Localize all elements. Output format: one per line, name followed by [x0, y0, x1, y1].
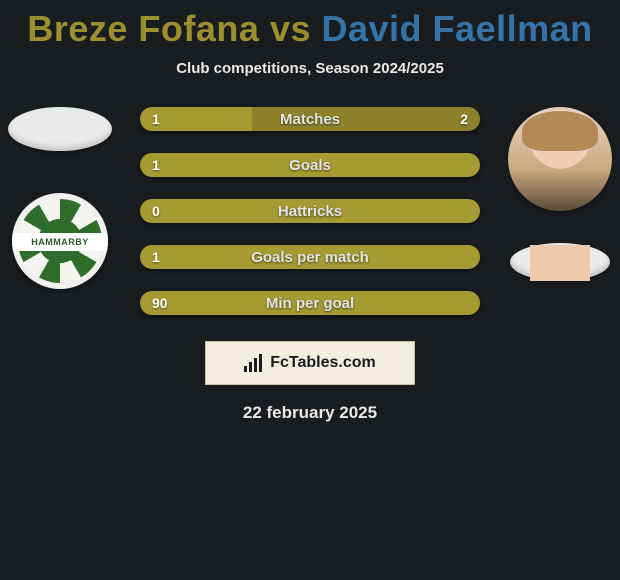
player1-club-crest: HAMMARBY: [12, 193, 108, 289]
player1-avatar-placeholder: [8, 107, 112, 151]
stat-bar: 90Min per goal: [140, 291, 480, 315]
stat-bar: 1Goals per match: [140, 245, 480, 269]
stat-label: Goals: [140, 153, 480, 177]
player2-avatar: [508, 107, 612, 211]
vs-text: vs: [270, 8, 311, 49]
stat-label: Matches: [140, 107, 480, 131]
stat-label: Min per goal: [140, 291, 480, 315]
logo-bars-icon: [244, 354, 262, 372]
page-title: Breze Fofana vs David Faellman: [0, 0, 620, 50]
date-text: 22 february 2025: [0, 403, 620, 423]
player2-name: David Faellman: [322, 8, 593, 49]
logo-text: FcTables.com: [270, 354, 376, 372]
stat-label: Hattricks: [140, 199, 480, 223]
stat-label: Goals per match: [140, 245, 480, 269]
player2-column: [500, 107, 620, 281]
stat-bars: 12Matches 1Goals 0Hattricks 1Goals per matc…: [140, 107, 480, 315]
fctables-logo: FcTables.com: [205, 341, 415, 385]
stat-bar: 1Goals: [140, 153, 480, 177]
stat-bar: 0Hattricks: [140, 199, 480, 223]
stat-bar: 12Matches: [140, 107, 480, 131]
player1-column: HAMMARBY: [0, 107, 120, 289]
subtitle: Club competitions, Season 2024/2025: [0, 60, 620, 77]
comparison-panel: HAMMARBY 12Matches 1Goals 0Hattricks 1Goals…: [0, 107, 620, 423]
player1-name: Breze Fofana: [27, 8, 259, 49]
